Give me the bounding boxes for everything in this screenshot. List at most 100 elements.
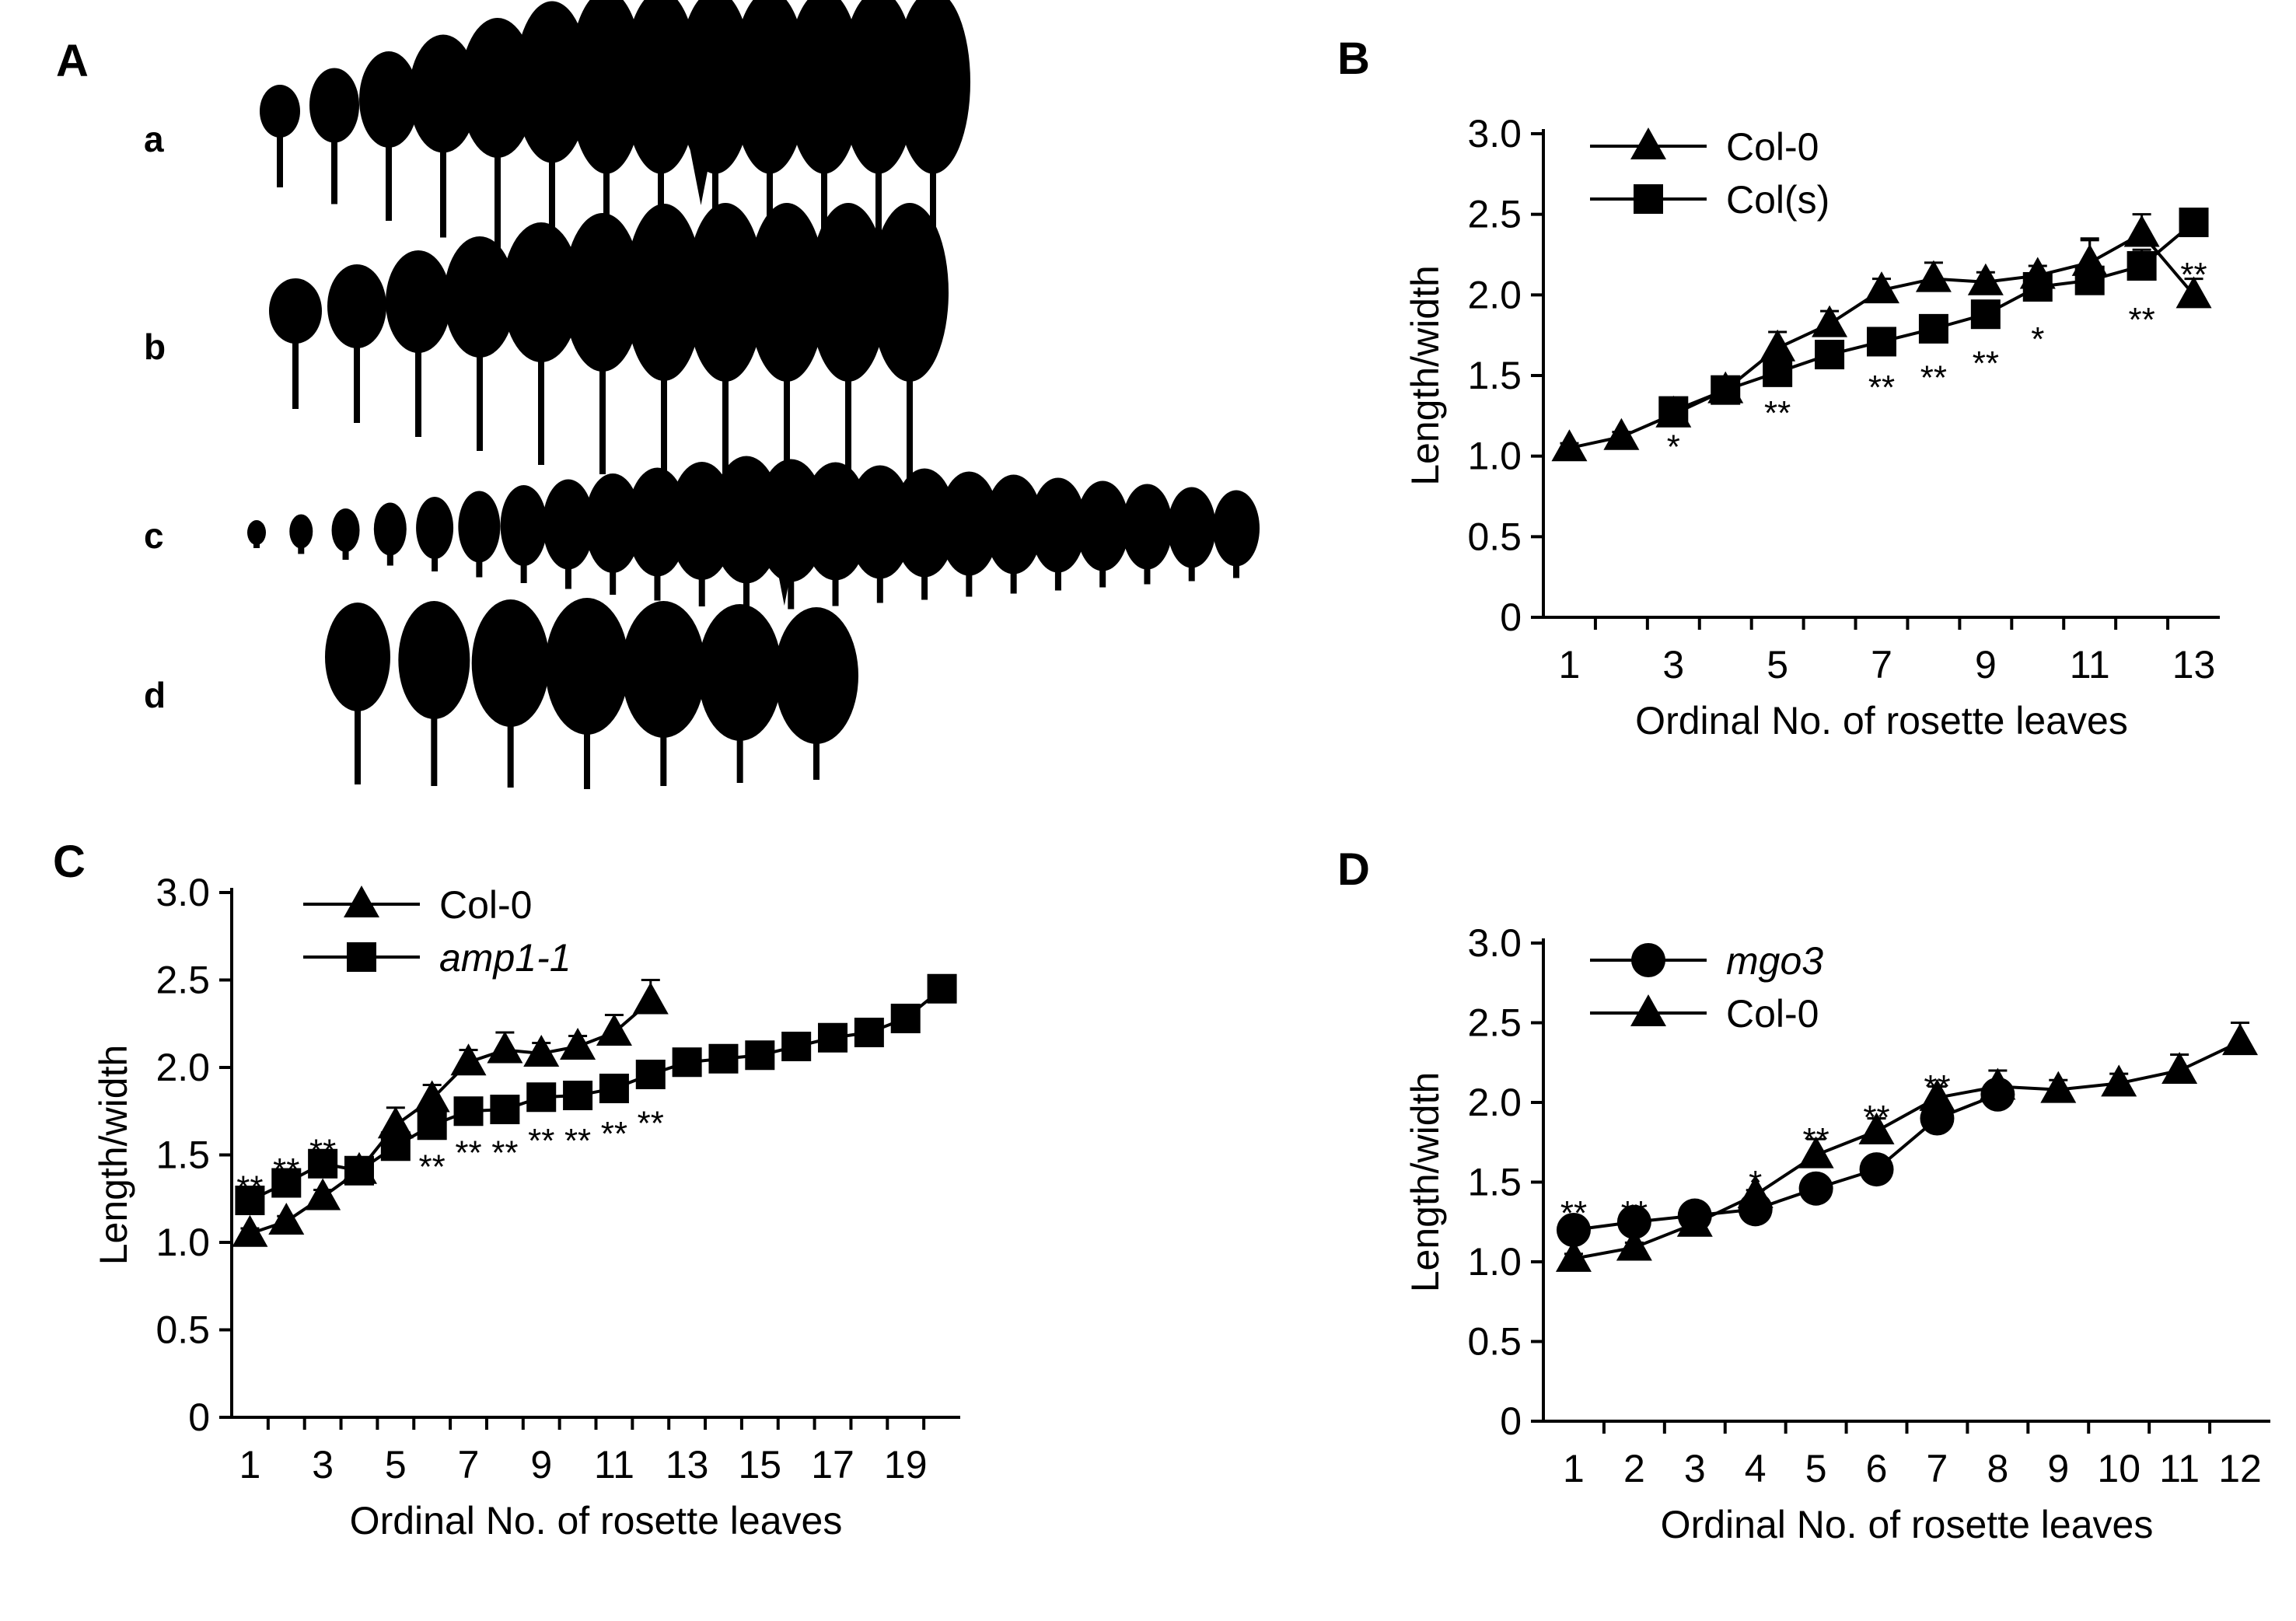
leaf-silhouette (841, 0, 916, 282)
leaf-blade (500, 485, 547, 566)
leaf-petiole (661, 376, 667, 484)
leaf-silhouette (309, 68, 359, 204)
significance-mark: ** (2180, 256, 2207, 294)
data-point (2175, 276, 2212, 309)
leaf-silhouette (460, 18, 535, 254)
leaf-petiole (564, 564, 571, 589)
data-point (450, 1043, 487, 1076)
x-tick-label: 1 (239, 1443, 261, 1486)
data-point (1603, 417, 1640, 450)
leaf-blade (1167, 487, 1216, 568)
x-tick-label: 5 (385, 1443, 407, 1486)
legend-label: Col-0 (1726, 992, 1819, 1036)
data-point (523, 1035, 560, 1067)
leaf-blade (269, 278, 322, 344)
leaf-petiole (875, 169, 882, 282)
y-tick-label: 3.0 (1467, 112, 1522, 155)
leaf-silhouette (416, 497, 454, 571)
leaf-blade (732, 0, 807, 174)
legend-marker (1630, 994, 1666, 1026)
significance-mark: ** (309, 1132, 336, 1170)
y-tick-label: 0 (1500, 1399, 1522, 1443)
data-point (2222, 1023, 2259, 1056)
data-point (1867, 327, 1896, 357)
leaf-silhouette (1076, 480, 1130, 588)
leaf-blade (787, 0, 861, 174)
data-point (745, 1040, 775, 1071)
data-point (890, 1004, 921, 1033)
data-point (635, 1060, 666, 1089)
significance-mark: ** (1560, 1194, 1587, 1232)
leaf-petiole (477, 353, 483, 451)
significance-mark: ** (1868, 369, 1895, 407)
x-axis-title: Ordinal No. of rosette leaves (350, 1499, 843, 1542)
leaf-blade (624, 0, 698, 174)
legend-marker (1631, 943, 1665, 977)
leaf-silhouette (748, 203, 826, 484)
legend-entry: amp1-1 (303, 936, 571, 980)
leaf-blade (502, 222, 580, 362)
data-point (271, 1168, 302, 1198)
leaf-blade (289, 514, 313, 549)
legend-entry: Col-0 (1590, 992, 1819, 1036)
significance-mark: * (1749, 1164, 1762, 1202)
leaf-silhouette (386, 250, 451, 437)
leaf-silhouette (1167, 487, 1216, 582)
leaf-silhouette (627, 467, 688, 601)
leaf-blade (841, 0, 916, 174)
series-line (1573, 1040, 2241, 1260)
y-tick-label: 0.5 (1467, 515, 1522, 558)
x-tick-label: 1 (1559, 643, 1581, 686)
data-point (2179, 208, 2209, 238)
leaf-petiole (921, 572, 928, 600)
panel-letter-C: C (53, 837, 86, 887)
x-axis-title: Ordinal No. of rosette leaves (1635, 699, 2128, 742)
data-point (596, 1014, 632, 1046)
arrowhead-marker (690, 149, 712, 205)
significance-mark: ** (1803, 1121, 1829, 1159)
y-tick-label: 2.0 (1467, 273, 1522, 316)
leaf-petiole (599, 367, 606, 474)
x-tick-label: 19 (884, 1443, 928, 1486)
y-tick-label: 0.5 (156, 1308, 210, 1352)
x-tick-label: 5 (1805, 1447, 1827, 1490)
legend-marker (1634, 184, 1663, 214)
leaf-blade (1213, 490, 1260, 567)
data-point (560, 1028, 596, 1060)
leaf-blade (309, 68, 359, 143)
leaf-petiole (298, 543, 305, 554)
leaf-petiole (654, 571, 661, 601)
leaf-petiole (342, 547, 349, 560)
leaf-silhouette (697, 604, 782, 783)
leaf-petiole (1188, 563, 1195, 582)
leaf-row-b: b (144, 149, 949, 484)
data-point (672, 1047, 702, 1078)
leaf-blade (247, 520, 266, 545)
leaf-blade (386, 250, 451, 353)
leaf-blade (260, 85, 300, 138)
significance-mark: ** (638, 1104, 664, 1142)
leaf-blade (871, 203, 949, 382)
leaf-silhouette (621, 601, 706, 786)
leaf-silhouette (774, 607, 858, 780)
leaf-blade (569, 0, 644, 174)
data-point (632, 982, 669, 1015)
row-label-b: b (144, 327, 166, 367)
leaf-blade (359, 51, 418, 148)
leaf-petiole (253, 540, 260, 548)
data-point (1812, 305, 1848, 337)
leaf-silhouette (471, 599, 550, 788)
leaf-silhouette (585, 473, 641, 595)
leaf-petiole (292, 339, 299, 409)
leaf-blade (697, 604, 782, 741)
leaf-silhouette (247, 520, 266, 548)
data-point (1815, 340, 1845, 370)
leaf-petiole (584, 730, 590, 789)
x-tick-label: 3 (1684, 1447, 1706, 1490)
leaf-blade (515, 1, 589, 163)
leaf-petiole (538, 358, 544, 465)
data-point (1864, 271, 1899, 304)
leaf-petiole (386, 143, 392, 221)
leaf-blade (627, 467, 688, 577)
